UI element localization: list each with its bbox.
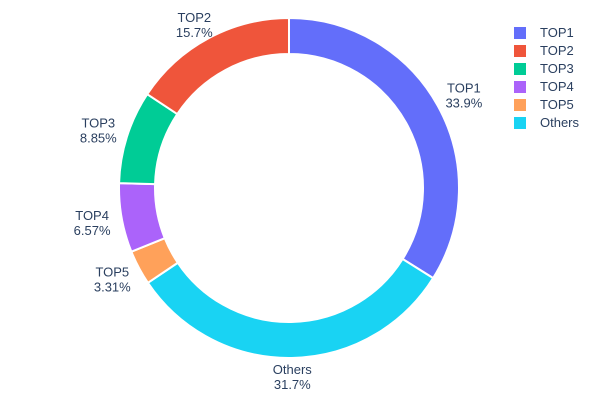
legend-item-top3[interactable]: TOP3 <box>514 60 579 78</box>
slice-label-top4: TOP4 6.57% <box>74 208 111 238</box>
slice-label-name: Others <box>273 362 313 377</box>
pie-slice-others[interactable] <box>146 258 435 359</box>
legend-label: TOP4 <box>540 79 574 94</box>
slice-label-percent: 6.57% <box>74 223 111 238</box>
legend-swatch-top3 <box>514 63 526 75</box>
slice-label-name: TOP4 <box>75 208 109 223</box>
legend-swatch-top2 <box>514 45 526 57</box>
slice-label-name: TOP3 <box>81 116 115 131</box>
legend-item-top1[interactable]: TOP1 <box>514 24 579 42</box>
pie-slice-top2[interactable] <box>146 17 290 116</box>
slice-label-others: Others 31.7% <box>273 362 313 392</box>
slice-label-top2: TOP2 15.7% <box>176 10 213 40</box>
slice-label-name: TOP5 <box>95 265 129 280</box>
slice-label-percent: 8.85% <box>80 131 117 146</box>
legend-item-top4[interactable]: TOP4 <box>514 78 579 96</box>
legend-item-top5[interactable]: TOP5 <box>514 96 579 114</box>
slice-label-top3: TOP3 8.85% <box>80 116 117 146</box>
slice-label-top5: TOP5 3.31% <box>94 265 131 295</box>
legend-label: TOP2 <box>540 43 574 58</box>
slice-label-name: TOP1 <box>447 80 481 95</box>
legend-swatch-top5 <box>514 99 526 111</box>
legend-swatch-others <box>514 117 526 129</box>
legend-label: TOP5 <box>540 97 574 112</box>
slice-label-percent: 33.9% <box>445 95 482 110</box>
legend-item-top2[interactable]: TOP2 <box>514 42 579 60</box>
legend-label: Others <box>540 115 580 130</box>
slice-label-percent: 3.31% <box>94 280 131 295</box>
slice-label-name: TOP2 <box>177 10 211 25</box>
slice-label-top1: TOP1 33.9% <box>445 80 482 110</box>
pie-slice-top1[interactable] <box>288 17 460 280</box>
legend-label: TOP3 <box>540 61 574 76</box>
slice-label-percent: 31.7% <box>274 377 311 392</box>
legend-swatch-top4 <box>514 81 526 93</box>
pie-slice-top4[interactable] <box>118 182 166 253</box>
slice-label-percent: 15.7% <box>176 25 213 40</box>
legend-swatch-top1 <box>514 27 526 39</box>
legend: TOP1 TOP2 TOP3 TOP4 TOP5 Others <box>514 24 579 132</box>
legend-label: TOP1 <box>540 25 574 40</box>
legend-item-others[interactable]: Others <box>514 114 579 132</box>
